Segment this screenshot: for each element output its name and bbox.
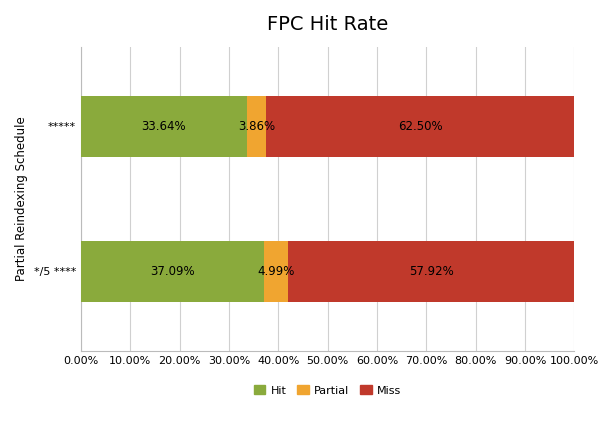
Text: 57.92%: 57.92% [409, 265, 454, 278]
Legend: Hit, Partial, Miss: Hit, Partial, Miss [249, 381, 406, 400]
Y-axis label: Partial Reindexing Schedule: Partial Reindexing Schedule [15, 116, 28, 281]
Bar [81, 96, 247, 157]
Text: 62.50%: 62.50% [398, 120, 443, 133]
Text: 3.86%: 3.86% [238, 120, 275, 133]
Bar [264, 241, 289, 301]
Title: FPC Hit Rate: FPC Hit Rate [267, 15, 388, 34]
Bar [289, 241, 574, 301]
Bar [266, 96, 574, 157]
Text: 4.99%: 4.99% [257, 265, 295, 278]
Bar [81, 241, 264, 301]
Bar [247, 96, 266, 157]
Text: 37.09%: 37.09% [150, 265, 195, 278]
Text: 33.64%: 33.64% [141, 120, 186, 133]
